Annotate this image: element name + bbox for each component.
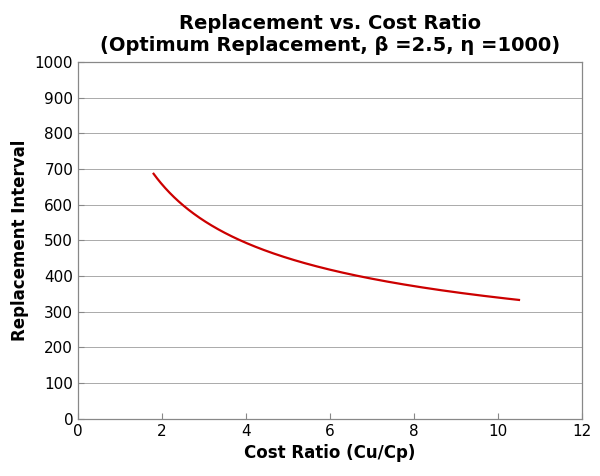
Title: Replacement vs. Cost Ratio
(Optimum Replacement, β =2.5, η =1000): Replacement vs. Cost Ratio (Optimum Repl… [100, 14, 560, 55]
Y-axis label: Replacement Interval: Replacement Interval [11, 139, 29, 341]
X-axis label: Cost Ratio (Cu/Cp): Cost Ratio (Cu/Cp) [244, 444, 416, 462]
